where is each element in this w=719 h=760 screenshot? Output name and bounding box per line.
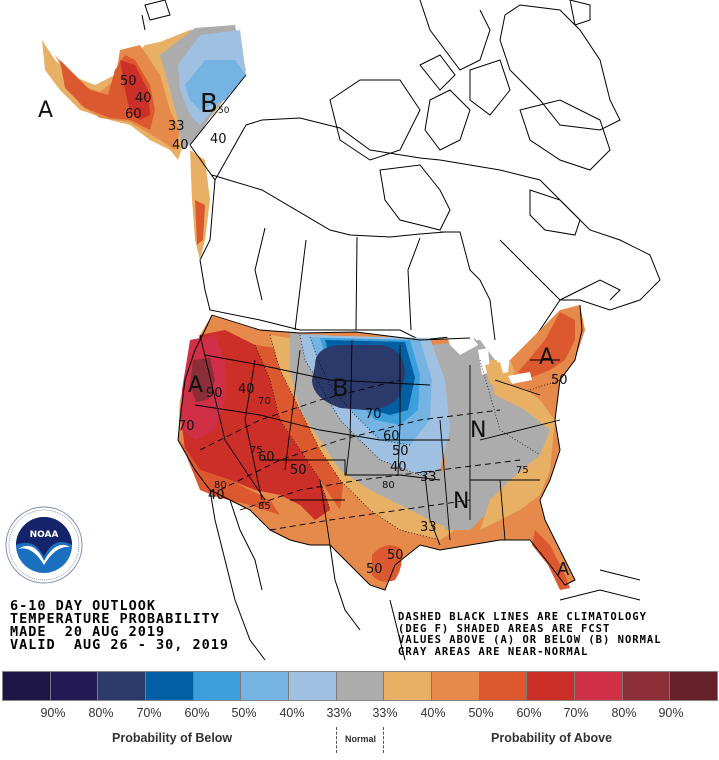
valid-dates: VALID AUG 26 - 30, 2019 bbox=[10, 637, 230, 653]
svg-text:60: 60 bbox=[258, 450, 275, 465]
svg-text:70: 70 bbox=[365, 407, 382, 422]
outlook-map: A B A B N N A A 50 40 60 33 40 50 40 90 … bbox=[38, 0, 661, 661]
svg-text:70: 70 bbox=[258, 396, 271, 407]
legend-tick-label: 50% bbox=[231, 706, 257, 720]
svg-text:40: 40 bbox=[208, 488, 225, 503]
state-boundaries bbox=[194, 314, 561, 546]
legend-swatch-below-33 bbox=[289, 672, 337, 700]
made-date: MADE 20 AUG 2019 bbox=[10, 624, 166, 640]
outlook-subtitle: TEMPERATURE PROBABILITY bbox=[10, 611, 220, 627]
outlook-title-block: 6-10 DAY OUTLOOK TEMPERATURE PROBABILITY… bbox=[10, 598, 230, 653]
svg-text:80: 80 bbox=[214, 480, 227, 491]
conus-shading bbox=[178, 305, 585, 590]
legend-swatch-above-90 bbox=[670, 672, 718, 700]
map-notes: DASHED BLACK LINES ARE CLIMATOLOGY (DEG … bbox=[398, 611, 662, 658]
legend-tick-label: 90% bbox=[40, 706, 66, 720]
svg-text:50: 50 bbox=[120, 74, 137, 89]
legend-swatch-below-70 bbox=[98, 672, 147, 700]
note-line-2: (DEG F) SHADED AREAS ARE FCST bbox=[398, 622, 611, 635]
legend-swatch-below-80 bbox=[50, 672, 99, 700]
ohio-normal-label: N bbox=[470, 418, 486, 443]
legend-swatch-above-80 bbox=[622, 672, 671, 700]
svg-text:90: 90 bbox=[206, 386, 223, 401]
legend-swatch-above-60 bbox=[527, 672, 576, 700]
note-line-3: VALUES ABOVE (A) OR BELOW (B) NORMAL bbox=[398, 634, 662, 646]
legend-swatch-above-70 bbox=[575, 672, 623, 700]
alaska-above-label: A bbox=[38, 98, 53, 123]
outlook-title: 6-10 DAY OUTLOOK bbox=[10, 598, 157, 614]
svg-text:40: 40 bbox=[210, 132, 227, 147]
legend-tick-label: 80% bbox=[611, 706, 637, 720]
svg-text:70: 70 bbox=[178, 419, 195, 434]
coastlines bbox=[177, 304, 641, 661]
svg-text:50: 50 bbox=[392, 444, 409, 459]
legend-tick-label: 50% bbox=[468, 706, 494, 720]
contour-labels: 50 40 60 33 40 50 40 90 40 70 70 60 50 4… bbox=[120, 74, 568, 577]
alaska-shading bbox=[42, 25, 246, 260]
svg-text:75: 75 bbox=[516, 465, 529, 476]
legend-tick-label: 90% bbox=[658, 706, 684, 720]
svg-text:60: 60 bbox=[125, 107, 142, 122]
svg-text:33: 33 bbox=[168, 119, 185, 134]
legend-tick-label: 40% bbox=[420, 706, 446, 720]
legend-swatch-normal bbox=[336, 672, 385, 700]
svg-text:50: 50 bbox=[218, 106, 230, 116]
legend-tick-label: 60% bbox=[516, 706, 542, 720]
legend-caption-below: Probability of Below bbox=[112, 731, 233, 745]
legend-ticks: 90% 80% 70% 60% 50% 40% 33% 33% 40% 50% 60% 70% 80% 9… bbox=[0, 706, 719, 722]
note-line-1: DASHED BLACK LINES ARE CLIMATOLOGY bbox=[398, 611, 647, 623]
noaa-logo-text: NOAA bbox=[30, 530, 59, 540]
legend-swatch-above-40 bbox=[432, 672, 480, 700]
legend-divider-right bbox=[383, 727, 384, 753]
climatology-lines bbox=[199, 379, 521, 531]
legend-tick-label: 80% bbox=[88, 706, 114, 720]
legend-tick-label: 33% bbox=[372, 706, 398, 720]
svg-text:50: 50 bbox=[551, 373, 568, 388]
svg-text:60: 60 bbox=[383, 429, 400, 444]
probability-contours bbox=[254, 334, 561, 541]
legend-tick-label: 70% bbox=[563, 706, 589, 720]
climatology-labels: 70 75 80 85 80 bbox=[214, 396, 395, 512]
svg-text:40: 40 bbox=[172, 138, 189, 153]
legend-divider-left bbox=[336, 727, 337, 753]
note-line-4: GRAY AREAS ARE NEAR-NORMAL bbox=[398, 645, 589, 658]
svg-text:85: 85 bbox=[258, 501, 271, 512]
noaa-logo: NOAA bbox=[5, 506, 83, 584]
legend-swatch-below-90 bbox=[3, 672, 51, 700]
florida-above-label: A bbox=[557, 559, 570, 580]
svg-text:80: 80 bbox=[382, 480, 395, 491]
legend-swatch-below-50 bbox=[193, 672, 242, 700]
svg-text:40: 40 bbox=[390, 460, 407, 475]
legend-tick-label: 60% bbox=[184, 706, 210, 720]
svg-text:75: 75 bbox=[250, 445, 263, 456]
svg-text:50: 50 bbox=[290, 463, 307, 478]
legend-tick-label: 70% bbox=[136, 706, 162, 720]
plains-below-label: B bbox=[332, 374, 348, 402]
legend-swatch-below-40 bbox=[241, 672, 290, 700]
west-above-label: A bbox=[188, 373, 203, 398]
legend-tick-label: 40% bbox=[279, 706, 305, 720]
canada-outline bbox=[199, 117, 661, 371]
south-normal-label: N bbox=[453, 489, 469, 514]
svg-text:33: 33 bbox=[420, 470, 437, 485]
region-labels: A B A B N N A A bbox=[38, 89, 570, 580]
svg-text:33: 33 bbox=[420, 520, 437, 535]
svg-text:50: 50 bbox=[366, 562, 383, 577]
legend-caption-above: Probability of Above bbox=[491, 731, 613, 745]
legend-tick-label: 33% bbox=[326, 706, 352, 720]
svg-text:40: 40 bbox=[238, 382, 255, 397]
alaska-below-label: B bbox=[200, 89, 218, 119]
legend-swatch-above-50 bbox=[479, 672, 528, 700]
legend-swatch-below-60 bbox=[146, 672, 194, 700]
northeast-above-label: A bbox=[539, 345, 554, 370]
svg-text:40: 40 bbox=[135, 91, 152, 106]
legend-swatch-above-33 bbox=[384, 672, 433, 700]
legend-color-bar bbox=[2, 671, 718, 701]
legend-caption-normal: Normal bbox=[345, 734, 377, 744]
svg-text:50: 50 bbox=[387, 548, 404, 563]
